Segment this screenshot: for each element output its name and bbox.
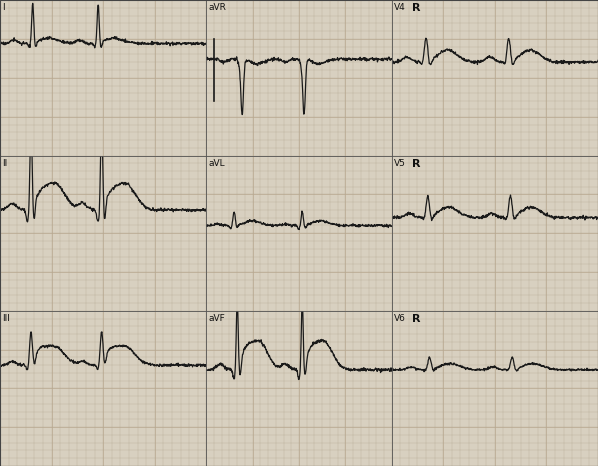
Text: III: III — [2, 314, 10, 323]
Text: R: R — [413, 3, 421, 13]
Text: V5: V5 — [393, 159, 405, 168]
Text: aVF: aVF — [208, 314, 225, 323]
Text: V6: V6 — [393, 314, 405, 323]
Text: R: R — [413, 314, 421, 324]
Text: aVR: aVR — [208, 3, 226, 12]
Text: I: I — [2, 3, 5, 12]
Text: V4: V4 — [393, 3, 405, 12]
Text: R: R — [413, 159, 421, 169]
Text: aVL: aVL — [208, 159, 225, 168]
Text: II: II — [2, 159, 7, 168]
